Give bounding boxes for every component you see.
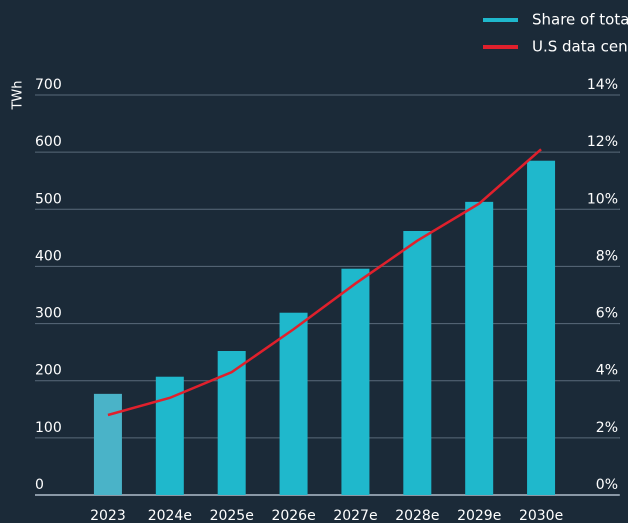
bar xyxy=(93,393,122,495)
bar xyxy=(403,231,432,495)
bar xyxy=(527,160,556,495)
bar xyxy=(155,376,184,495)
x-tick-label: 2028e xyxy=(395,508,439,523)
x-tick-label: 2024e xyxy=(148,508,192,523)
line xyxy=(107,148,542,417)
y2-tick-label: 14% xyxy=(587,77,618,93)
y-tick-label: 300 xyxy=(35,306,62,322)
y-tick-label: 700 xyxy=(35,77,62,93)
y-axis-label: TWh xyxy=(11,80,26,110)
bar xyxy=(341,268,370,495)
y2-tick-label: 12% xyxy=(587,134,618,150)
y-tick-label: 0 xyxy=(35,477,44,493)
x-tick-label: 2029e xyxy=(457,508,501,523)
legend-label: Share of total US power demand (%) xyxy=(532,11,628,29)
y2-tick-label: 8% xyxy=(596,248,618,264)
y2-tick-label: 2% xyxy=(596,420,618,436)
x-tick-label: 2023 xyxy=(90,508,126,523)
x-tick-label: 2027e xyxy=(333,508,377,523)
y-tick-label: 400 xyxy=(35,248,62,264)
bar xyxy=(465,201,494,495)
x-tick-label: 2026e xyxy=(271,508,315,523)
y2-tick-label: 0% xyxy=(596,477,618,493)
y-tick-label: 200 xyxy=(35,363,62,379)
y-tick-label: 100 xyxy=(35,420,62,436)
y-tick-label: 500 xyxy=(35,191,62,207)
y-tick-label: 600 xyxy=(35,134,62,150)
y2-tick-label: 10% xyxy=(587,191,618,207)
y2-tick-label: 6% xyxy=(596,306,618,322)
bar xyxy=(279,312,308,495)
x-tick-label: 2025e xyxy=(210,508,254,523)
y2-tick-label: 4% xyxy=(596,363,618,379)
legend-label: U.S data center energy consumption xyxy=(532,38,628,56)
x-tick-label: 2030e xyxy=(519,508,563,523)
